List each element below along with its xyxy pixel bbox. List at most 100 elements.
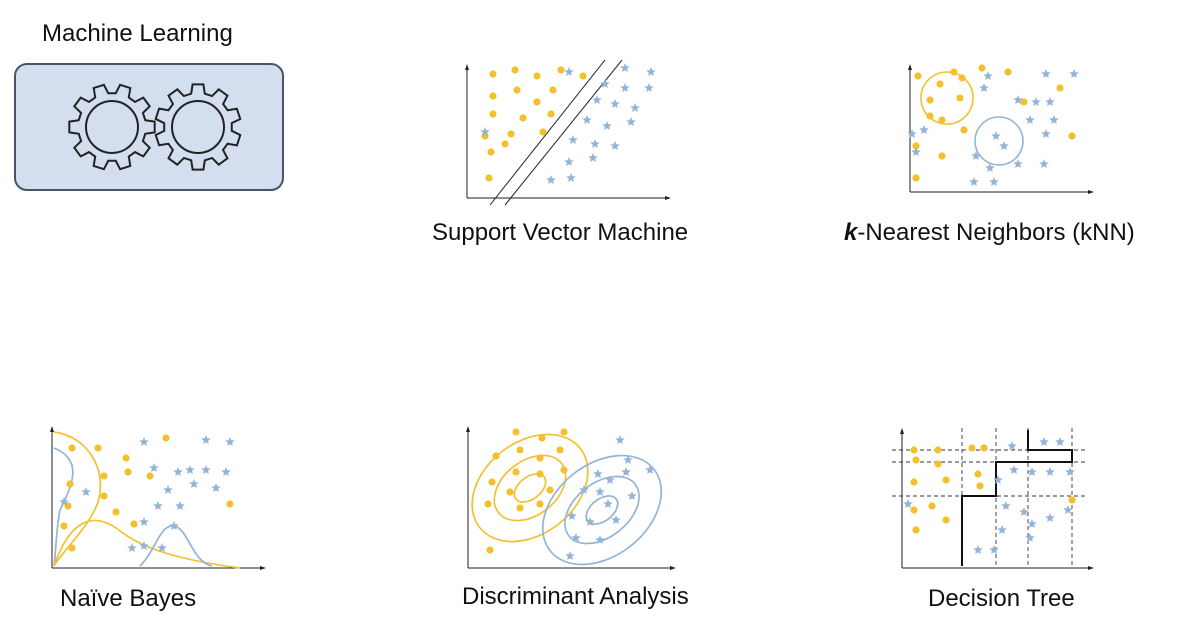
dot-point: [516, 446, 524, 454]
star-point: [993, 475, 1003, 484]
star-point: [568, 135, 578, 144]
dot-point: [936, 80, 944, 88]
dot-point: [910, 478, 918, 486]
dot-point: [489, 92, 497, 100]
dot-point: [560, 466, 568, 474]
dot-point: [942, 476, 950, 484]
star-point: [582, 115, 592, 124]
dot-point: [487, 148, 495, 156]
dot-point: [485, 174, 493, 182]
dot-point: [60, 522, 68, 530]
dot-point: [66, 480, 74, 488]
star-point: [189, 479, 199, 488]
da-plot: [466, 426, 676, 570]
star-point: [620, 83, 630, 92]
dt-panel: [890, 420, 1096, 577]
dot-point: [950, 68, 958, 76]
dot-point: [124, 468, 132, 476]
star-point: [1027, 519, 1037, 528]
star-point: [139, 517, 149, 526]
star-point: [579, 485, 589, 494]
dot-point: [536, 500, 544, 508]
star-point: [1069, 69, 1079, 78]
dot-point: [912, 142, 920, 150]
dot-point: [1068, 132, 1076, 140]
star-point: [225, 437, 235, 446]
star-point: [1063, 505, 1073, 514]
star-point: [919, 125, 929, 134]
star-point: [127, 543, 137, 552]
dot-point: [100, 472, 108, 480]
dot-point: [978, 64, 986, 72]
dot-point: [1056, 84, 1064, 92]
dot-point: [914, 72, 922, 80]
star-point: [600, 79, 610, 88]
dot-point: [910, 446, 918, 454]
dot-point: [501, 140, 509, 148]
dot-point: [912, 526, 920, 534]
star-point: [985, 163, 995, 172]
star-point: [149, 463, 159, 472]
star-point: [973, 545, 983, 554]
star-point: [59, 497, 69, 506]
star-point: [571, 533, 581, 542]
dot-point: [519, 114, 527, 122]
dt-label: Decision Tree: [928, 585, 1075, 612]
dot-point: [976, 482, 984, 490]
dot-point: [130, 520, 138, 528]
star-point: [997, 525, 1007, 534]
dot-point: [1004, 68, 1012, 76]
star-point: [1031, 97, 1041, 106]
dot-point: [942, 516, 950, 524]
star-point: [595, 487, 605, 496]
dot-point: [512, 468, 520, 476]
knn-label-rest: -Nearest Neighbors (kNN): [857, 219, 1135, 246]
star-point: [139, 541, 149, 550]
star-point: [615, 435, 625, 444]
star-point: [646, 67, 656, 76]
dot-point: [512, 428, 520, 436]
star-point: [585, 517, 595, 526]
star-point: [907, 129, 917, 138]
dot-point: [960, 126, 968, 134]
star-point: [480, 127, 490, 136]
dot-point: [516, 504, 524, 512]
da-panel: [460, 420, 680, 577]
gear-hub: [85, 100, 139, 154]
star-point: [595, 535, 605, 544]
dt-plot: [892, 428, 1094, 570]
dot-point: [94, 444, 102, 452]
star-point: [627, 491, 637, 500]
dot-point: [146, 472, 154, 480]
dot-point: [506, 488, 514, 496]
star-point: [139, 437, 149, 446]
dot-point: [938, 152, 946, 160]
dot-point: [912, 174, 920, 182]
star-point: [211, 483, 221, 492]
star-point: [971, 151, 981, 160]
dot-point: [68, 544, 76, 552]
star-point: [1045, 97, 1055, 106]
star-point: [169, 521, 179, 530]
star-point: [602, 121, 612, 130]
svm-panel: [455, 59, 675, 215]
star-point: [979, 83, 989, 92]
dot-point: [974, 470, 982, 478]
star-point: [590, 139, 600, 148]
star-point: [201, 465, 211, 474]
star-point: [1009, 465, 1019, 474]
dot-point: [958, 74, 966, 82]
knn-plot: [907, 64, 1094, 194]
dot-point: [956, 94, 964, 102]
star-point: [903, 499, 913, 508]
star-point: [1019, 507, 1029, 516]
star-point: [157, 543, 167, 552]
star-point: [969, 177, 979, 186]
dot-point: [488, 478, 496, 486]
star-point: [610, 99, 620, 108]
dot-point: [938, 116, 946, 124]
star-point: [163, 485, 173, 494]
star-point: [1049, 115, 1059, 124]
dot-point: [492, 452, 500, 460]
star-point: [620, 63, 630, 72]
